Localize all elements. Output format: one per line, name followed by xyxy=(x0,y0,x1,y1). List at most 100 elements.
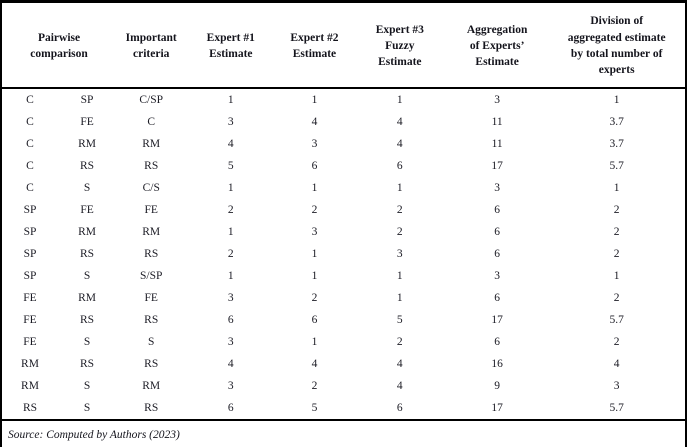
table-cell: 1 xyxy=(396,270,403,282)
table-cell: C/SP xyxy=(139,94,164,106)
table-cell: 6 xyxy=(494,336,500,348)
table-cell: RS xyxy=(79,248,95,260)
table-cell: 3.7 xyxy=(609,138,624,150)
table-cell: 11 xyxy=(491,116,503,128)
table-row: FE S S 3 1 2 6 2 xyxy=(2,331,685,353)
table-cell: C xyxy=(26,160,34,172)
table-cell: RM xyxy=(78,138,96,150)
table-cell: FE xyxy=(23,292,37,304)
table-cell: 6 xyxy=(353,397,446,421)
table-cell: 4 xyxy=(227,138,234,150)
table-cell: SP xyxy=(80,94,94,106)
fuzzy-pairwise-estimates-table: Pairwise comparison Important criteria Exp… xyxy=(2,3,685,421)
table-cell: 5 xyxy=(396,314,403,326)
table-cell: 4 xyxy=(311,116,318,128)
table-cell: 2 xyxy=(311,292,318,304)
table-cell: 3 xyxy=(494,270,500,282)
table-cell: 1 xyxy=(227,226,234,238)
table-cell: FE xyxy=(144,204,158,216)
table-cell: S xyxy=(83,336,91,348)
table-row: SP FE FE 2 2 2 6 2 xyxy=(2,199,685,221)
table-cell: 1 xyxy=(227,94,234,106)
table-cell: RM xyxy=(78,226,96,238)
table-row: RM S RM 3 2 4 9 3 xyxy=(2,375,685,397)
table-cell: 3 xyxy=(396,248,403,260)
table-cell: 6 xyxy=(494,226,500,238)
table-cell: 1 xyxy=(311,270,318,282)
table-cell: 6 xyxy=(494,292,500,304)
table-cell: FE xyxy=(144,292,158,304)
table-cell: RS xyxy=(2,397,58,421)
table-cell: 9 xyxy=(494,380,500,392)
column-header: Expert #3 Fuzzy Estimate xyxy=(353,3,446,89)
table-cell: 2 xyxy=(396,204,403,216)
table-cell: 3 xyxy=(227,336,234,348)
table-cell: 5 xyxy=(275,397,354,421)
table-cell: 4 xyxy=(396,138,403,150)
table-cell: RS xyxy=(144,248,159,260)
column-header: Expert #1 Estimate xyxy=(186,3,276,89)
table-row: SP RS RS 2 1 3 6 2 xyxy=(2,243,685,265)
table-cell: C xyxy=(26,182,34,194)
table-cell: 2 xyxy=(396,336,403,348)
table-cell: RS xyxy=(79,160,95,172)
table-cell: FE xyxy=(23,336,37,348)
table-cell: 6 xyxy=(311,160,318,172)
column-header: Aggregation of Experts’ Estimate xyxy=(445,3,549,89)
table-cell: 2 xyxy=(396,226,403,238)
table-cell: RS xyxy=(79,358,95,370)
table-cell: 4 xyxy=(227,358,234,370)
table-cell: 6 xyxy=(396,160,403,172)
table-cell: S xyxy=(83,270,91,282)
table-cell: S xyxy=(148,336,155,348)
table-cell: 6 xyxy=(186,397,276,421)
table-cell: RM xyxy=(142,226,161,238)
table-cell: 3 xyxy=(227,380,234,392)
table-cell: 2 xyxy=(613,336,620,348)
table-cell: RS xyxy=(116,397,187,421)
table-cell: 4 xyxy=(396,358,403,370)
table-cell: 1 xyxy=(227,270,234,282)
table-cell: 2 xyxy=(613,226,620,238)
table-cell: S xyxy=(83,380,91,392)
table-cell: RS xyxy=(144,358,159,370)
column-header: Expert #2 Estimate xyxy=(275,3,354,89)
table-cell: RS xyxy=(144,160,159,172)
column-header: Division of aggregated estimate by total… xyxy=(548,3,685,89)
table-cell: 4 xyxy=(613,358,620,370)
table-row: FE RM FE 3 2 1 6 2 xyxy=(2,287,685,309)
table-cell: 4 xyxy=(311,358,318,370)
table-cell: 17 xyxy=(491,160,503,172)
table-cell: C/S xyxy=(142,182,160,194)
table-cell: FE xyxy=(80,116,94,128)
table-cell: RM xyxy=(21,358,39,370)
table-cell: C xyxy=(26,94,34,106)
table-cell: 1 xyxy=(311,336,318,348)
table-cell: 2 xyxy=(613,292,620,304)
table-cell: SP xyxy=(23,270,37,282)
table-cell: SP xyxy=(23,204,37,216)
table-cell: SP xyxy=(23,248,37,260)
table-cell: 11 xyxy=(491,138,503,150)
table-cell: 6 xyxy=(311,314,318,326)
source-note: Source: Computed by Authors (2023) xyxy=(8,429,180,441)
table-cell: S xyxy=(83,182,91,194)
table-cell: 1 xyxy=(311,94,318,106)
table-cell: 3 xyxy=(613,380,620,392)
table-row: C RM RM 4 3 4 11 3.7 xyxy=(2,133,685,155)
table-cell: 3 xyxy=(227,116,234,128)
table-cell: RM xyxy=(142,138,161,150)
table-cell: 17 xyxy=(491,314,503,326)
table-cell: RS xyxy=(144,314,159,326)
table-cell: 4 xyxy=(396,380,403,392)
column-header: Important criteria xyxy=(116,3,187,89)
table-cell: SP xyxy=(23,226,37,238)
table-cell: S xyxy=(58,397,117,421)
table-cell: 5.7 xyxy=(548,397,685,421)
table-header: Pairwise comparison Important criteria Exp… xyxy=(2,3,685,89)
table-cell: 1 xyxy=(613,94,620,106)
table-cell: 3 xyxy=(494,94,500,106)
table-cell: 6 xyxy=(494,204,500,216)
table-cell: RM xyxy=(21,380,39,392)
